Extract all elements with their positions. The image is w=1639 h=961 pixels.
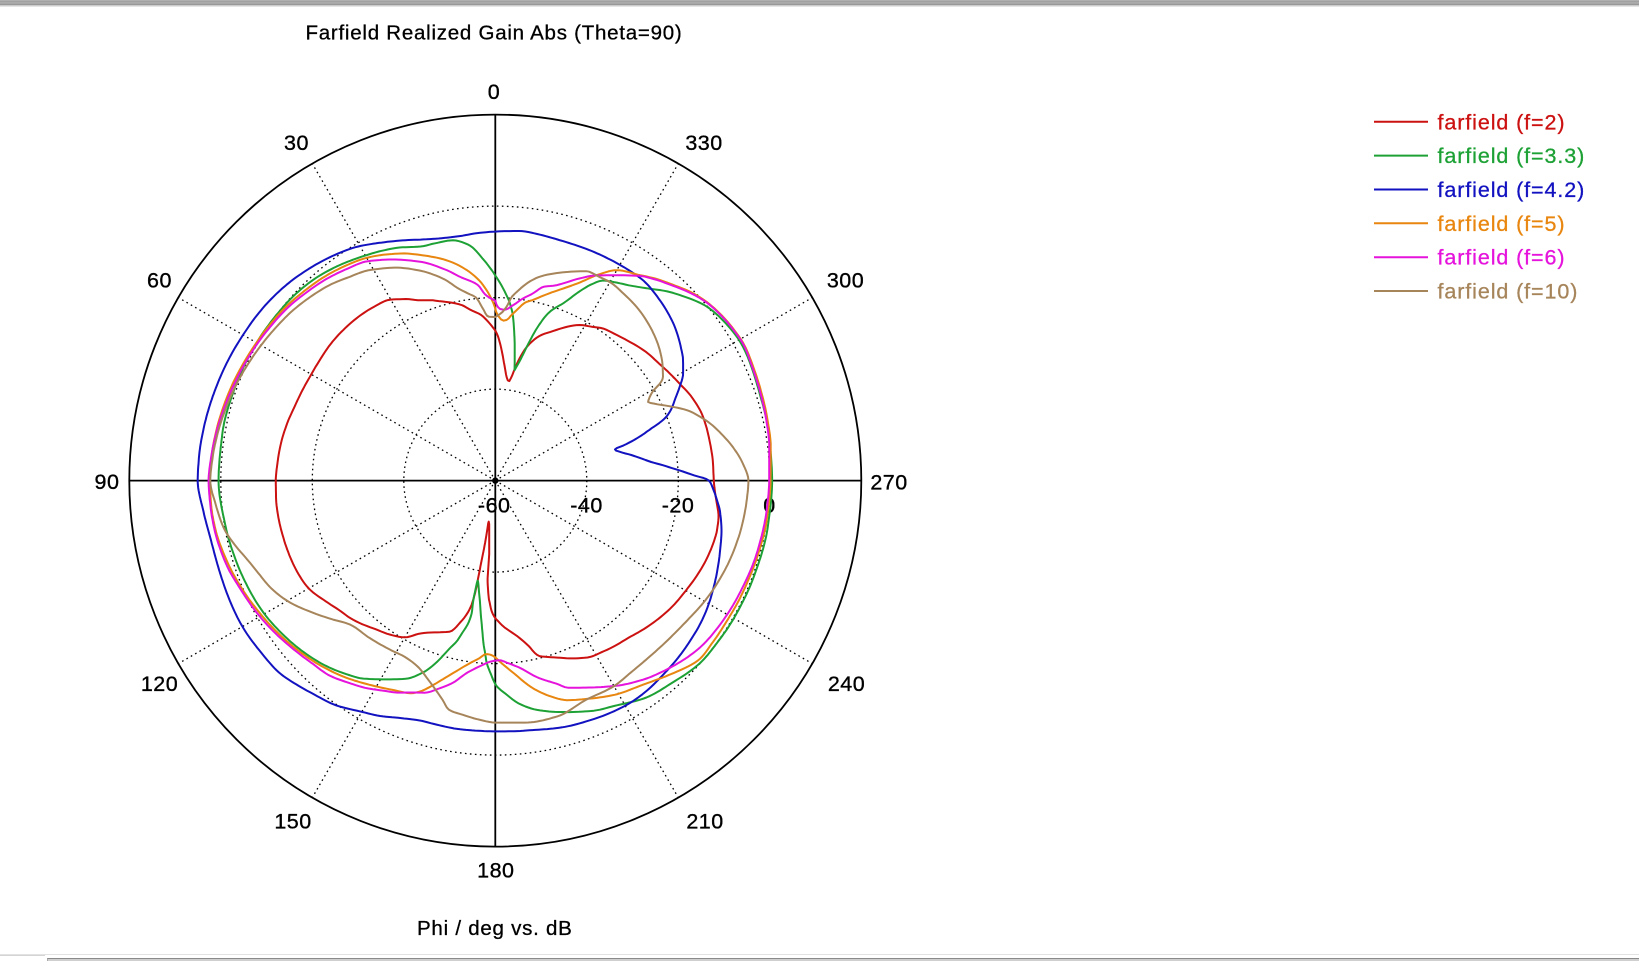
svg-text:90: 90 bbox=[95, 470, 120, 494]
svg-text:330: 330 bbox=[685, 131, 722, 155]
svg-text:farfield (f=6): farfield (f=6) bbox=[1438, 246, 1566, 270]
svg-text:farfield (f=5): farfield (f=5) bbox=[1438, 212, 1566, 236]
svg-text:Farfield Realized Gain Abs (Th: Farfield Realized Gain Abs (Theta=90) bbox=[305, 22, 682, 45]
svg-text:210: 210 bbox=[686, 809, 723, 833]
svg-text:farfield (f=4.2): farfield (f=4.2) bbox=[1438, 178, 1586, 202]
svg-text:240: 240 bbox=[828, 672, 865, 696]
svg-text:-60: -60 bbox=[478, 494, 511, 518]
svg-text:180: 180 bbox=[477, 858, 514, 882]
svg-text:0: 0 bbox=[488, 80, 500, 104]
svg-text:270: 270 bbox=[870, 470, 907, 494]
svg-text:farfield (f=10): farfield (f=10) bbox=[1438, 280, 1579, 304]
svg-text:Phi / deg vs. dB: Phi / deg vs. dB bbox=[417, 917, 573, 940]
svg-text:farfield (f=2): farfield (f=2) bbox=[1438, 110, 1566, 134]
svg-text:60: 60 bbox=[147, 268, 172, 292]
svg-text:120: 120 bbox=[141, 672, 178, 696]
svg-text:150: 150 bbox=[274, 809, 311, 833]
svg-text:-40: -40 bbox=[570, 494, 603, 518]
svg-text:30: 30 bbox=[284, 131, 309, 155]
svg-text:-20: -20 bbox=[662, 494, 695, 518]
svg-text:farfield (f=3.3): farfield (f=3.3) bbox=[1438, 144, 1586, 168]
svg-text:300: 300 bbox=[827, 268, 864, 292]
